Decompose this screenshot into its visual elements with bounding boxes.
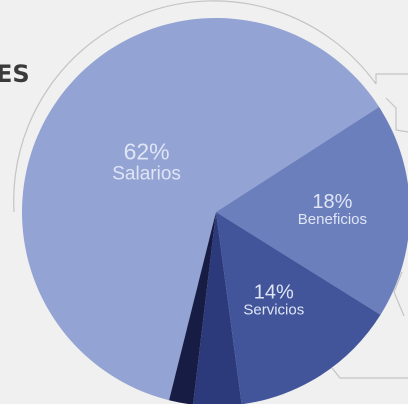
slice-category-label: Servicios	[243, 302, 304, 319]
outer-ring-arc	[13, 0, 377, 213]
callout-brackets	[13, 0, 408, 379]
bracket-servicios	[385, 97, 408, 133]
pie-slice-servicios	[216, 212, 381, 404]
bracket-small-slices	[393, 271, 405, 317]
pie-slice-unlabeled-4	[169, 212, 216, 404]
leader-bottom	[331, 367, 408, 379]
leader-beneficios	[375, 73, 408, 84]
pie-slice-unlabeled-3	[193, 212, 242, 404]
slice-percent-label: 14%	[254, 282, 294, 304]
heading-fragment: ES	[0, 60, 30, 88]
pie-labels: 62%Salarios 18%Beneficios 14%Servicios	[112, 138, 367, 318]
slice-percent-label: 62%	[124, 138, 170, 164]
slice-category-label: Beneficios	[298, 211, 367, 228]
pie-slice-salarios	[21, 17, 380, 401]
pie-slices	[21, 17, 408, 404]
pie-slice-beneficios	[216, 106, 408, 315]
slice-category-label: Salarios	[112, 163, 181, 184]
slice-percent-label: 18%	[312, 191, 352, 213]
